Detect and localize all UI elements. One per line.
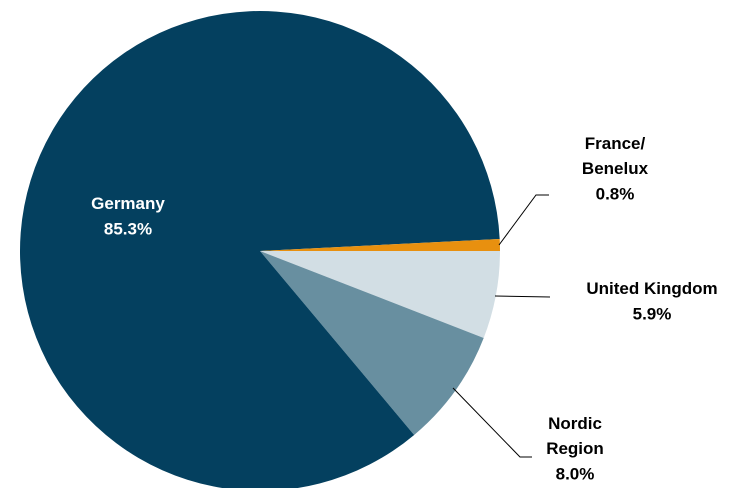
- value-label: 8.0%: [556, 464, 595, 483]
- leader-line: [494, 295, 551, 298]
- slice: [260, 251, 484, 435]
- slice-label: United Kingdom: [586, 279, 717, 298]
- slice: [260, 251, 500, 338]
- value-label: 5.9%: [633, 304, 672, 323]
- value-label: 0.8%: [596, 184, 635, 203]
- slice-label: France/Benelux: [582, 134, 649, 178]
- leader-line: [498, 194, 549, 246]
- slice-label: Germany: [91, 194, 165, 213]
- slice-label: Nordic Region: [546, 414, 604, 458]
- leader-line: [452, 387, 532, 458]
- slice: [20, 11, 500, 488]
- slice: [260, 238, 500, 251]
- value-label: 85.3%: [104, 219, 152, 238]
